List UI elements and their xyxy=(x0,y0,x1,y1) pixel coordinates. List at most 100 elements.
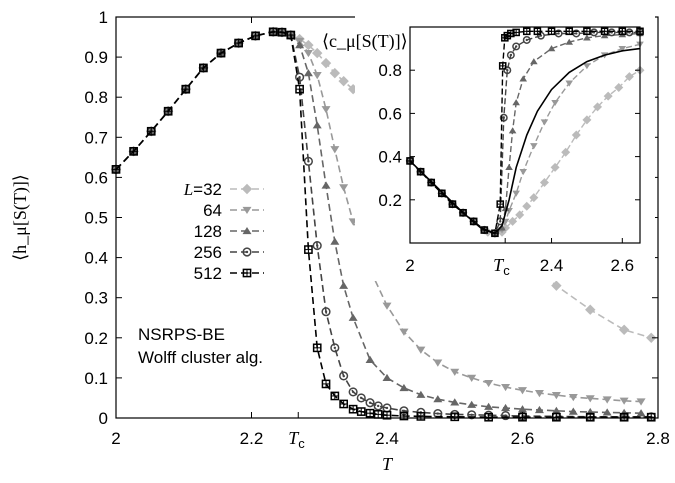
legend-marker-2 xyxy=(242,226,252,235)
inset-point-s2-17 xyxy=(565,38,574,45)
data-point-s3-14 xyxy=(312,240,322,251)
data-point-s0-13 xyxy=(303,39,314,51)
data-point-s3-19 xyxy=(356,393,366,403)
data-point-s2-19 xyxy=(365,355,375,364)
y-tick-label-5: 0.5 xyxy=(84,209,108,228)
data-point-s1-24 xyxy=(450,368,460,376)
legend-label-3: 256 xyxy=(194,243,222,262)
x-tick-label-4: 2.8 xyxy=(646,429,670,448)
legend-marker-0 xyxy=(241,183,253,195)
data-point-s2-35 xyxy=(636,409,646,417)
data-point-s1-15 xyxy=(321,106,331,114)
data-point-s1-21 xyxy=(399,328,409,336)
data-point-s3-13 xyxy=(303,156,313,166)
y-tick-label-2: 0.2 xyxy=(84,329,108,348)
inset-point-s1-13 xyxy=(519,169,528,176)
inset-frame xyxy=(409,26,641,244)
data-point-s4-14 xyxy=(312,343,322,353)
data-point-s1-16 xyxy=(330,146,340,154)
inset-point-s1-15 xyxy=(540,119,549,126)
data-point-s1-25 xyxy=(467,374,477,382)
main-plot: 2 2.2 2.4 2.6 2.8 0 0.1 0.2 0.3 0.4 0.5 0.6 0.7 0.8 0.… xyxy=(10,8,670,474)
data-point-s4-17 xyxy=(339,399,348,409)
inset-point-s3-12 xyxy=(506,51,515,60)
inset-point-s3-11 xyxy=(503,66,512,75)
inset-background xyxy=(355,15,655,281)
inset-point-s0-12 xyxy=(508,216,518,226)
inset-y-tick-label-3: 0.8 xyxy=(378,61,402,80)
data-point-s4-8 xyxy=(251,31,260,41)
inset-point-s2-10 xyxy=(501,205,510,212)
data-point-s4-19 xyxy=(356,407,366,416)
inset-point-s4-14 xyxy=(512,28,520,37)
data-point-s4-28 xyxy=(552,412,561,422)
inset-point-s0-24 xyxy=(624,72,634,82)
x-tick-label-3: 2.6 xyxy=(511,429,535,448)
data-point-s4-12 xyxy=(295,84,304,94)
inset-point-s2-13 xyxy=(512,99,520,106)
y-tick-label-3: 0.3 xyxy=(84,289,108,308)
inset-x-tick-label-0: 2 xyxy=(405,256,414,275)
data-point-s1-17 xyxy=(339,184,349,192)
inset-point-s1-14 xyxy=(530,143,538,150)
data-point-s4-15 xyxy=(321,379,331,389)
data-point-s2-23 xyxy=(433,395,443,403)
data-point-s4-11 xyxy=(286,30,296,40)
legend-label-4: 512 xyxy=(194,264,222,283)
data-point-s4-13 xyxy=(304,245,313,254)
inset-point-s0-22 xyxy=(603,91,613,101)
data-point-s1-28 xyxy=(518,387,527,395)
data-point-s2-21 xyxy=(399,383,409,392)
data-point-s4-20 xyxy=(365,408,375,418)
legend-label-2: 128 xyxy=(194,222,222,241)
data-point-s3-21 xyxy=(373,401,383,411)
inset-y-tick-label-0: 0.2 xyxy=(378,191,402,210)
data-point-s2-28 xyxy=(518,405,527,413)
data-point-s1-23 xyxy=(433,359,443,367)
data-point-s4-1 xyxy=(129,146,138,156)
inset-point-s0-15 xyxy=(529,193,539,203)
data-point-s4-10 xyxy=(277,27,287,37)
inset-point-s4-20 xyxy=(600,27,609,36)
inset-point-s3-16 xyxy=(554,29,563,38)
inset-point-s0-20 xyxy=(582,115,592,125)
inset-point-s0-14 xyxy=(522,201,532,211)
inset-series-line-3 xyxy=(409,31,640,235)
data-point-s0-14 xyxy=(312,47,323,59)
inset-point-s2-12 xyxy=(508,127,517,134)
annotation-method: NSRPS-BE xyxy=(138,325,225,344)
data-point-s1-34 xyxy=(619,397,629,405)
data-point-s4-31 xyxy=(646,412,656,422)
data-point-s1-35 xyxy=(636,398,646,406)
data-point-s2-33 xyxy=(602,408,612,416)
data-point-s0-26 xyxy=(585,304,596,315)
y-tick-label-6: 0.6 xyxy=(84,168,108,187)
inset-point-s0-17 xyxy=(550,162,560,172)
y-tick-label-8: 0.8 xyxy=(84,88,108,107)
data-point-s2-25 xyxy=(467,400,477,408)
data-point-s4-18 xyxy=(348,404,358,414)
legend: L=32 64 128 256 512 xyxy=(183,180,264,283)
inset-point-s2-9 xyxy=(498,224,506,231)
legend-marker-3 xyxy=(242,247,252,257)
data-point-s1-14 xyxy=(312,71,322,80)
inset-series-line-1 xyxy=(409,43,641,235)
data-point-s2-30 xyxy=(551,406,561,414)
inset-fit-curve-1 xyxy=(409,160,496,235)
inset-point-s2-15 xyxy=(530,58,538,65)
inset-point-s0-19 xyxy=(571,130,581,140)
x-tick-label-2: 2.4 xyxy=(375,429,399,448)
data-point-s2-14 xyxy=(312,121,322,129)
data-point-s3-16 xyxy=(330,343,340,353)
data-point-s3-27 xyxy=(467,410,477,420)
inset-point-s2-18 xyxy=(583,34,591,41)
data-point-s0-17 xyxy=(338,75,349,87)
data-point-s2-15 xyxy=(321,181,331,189)
inset-fit-curve-0 xyxy=(484,47,641,235)
inset-y-axis-label: ⟨c_μ[S(T)]⟩ xyxy=(322,31,408,52)
x-tick-label-1: 2.2 xyxy=(240,429,264,448)
data-point-s4-5 xyxy=(199,63,208,73)
data-point-s3-29 xyxy=(500,411,511,421)
legend-marker-4 xyxy=(242,268,252,278)
